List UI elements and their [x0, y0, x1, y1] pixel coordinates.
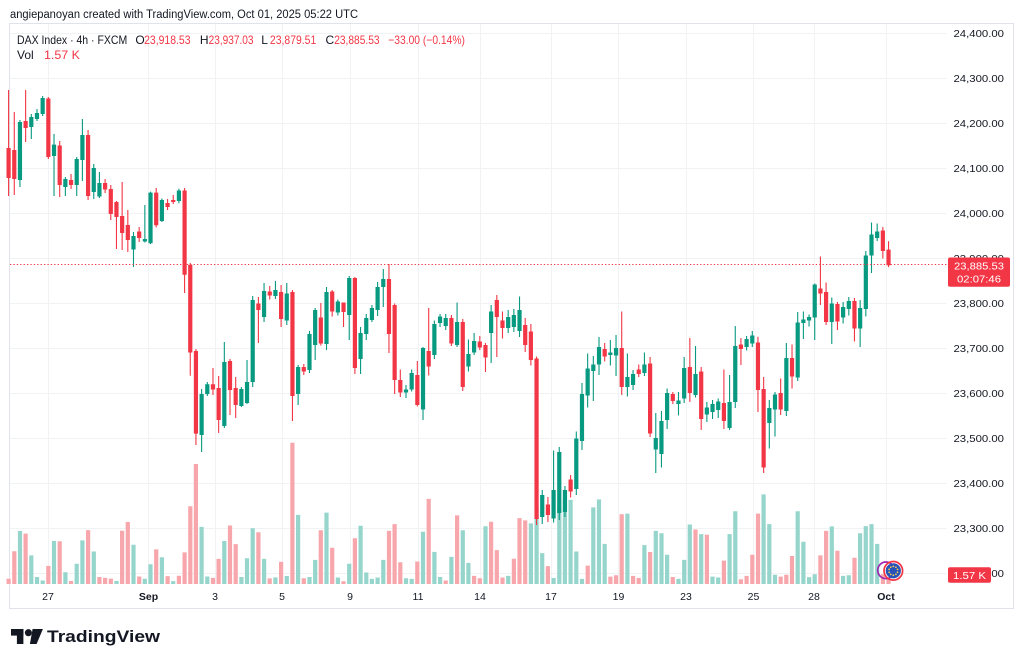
svg-text:9: 9: [347, 591, 353, 603]
svg-text:25: 25: [748, 591, 760, 603]
svg-text:−33.00 (−0.14%): −33.00 (−0.14%): [388, 33, 465, 47]
svg-text:24,200.00: 24,200.00: [954, 118, 1005, 130]
svg-text:23,937.03: 23,937.03: [209, 33, 254, 47]
svg-text:TradingView: TradingView: [47, 628, 160, 646]
svg-text:24,300.00: 24,300.00: [954, 73, 1005, 85]
svg-text:Vol: Vol: [17, 48, 34, 62]
svg-text:28: 28: [808, 591, 820, 603]
svg-text:1.57 K: 1.57 K: [44, 48, 80, 62]
svg-text:angiepanoyan created with Trad: angiepanoyan created with TradingView.co…: [10, 9, 358, 21]
svg-text:23,400.00: 23,400.00: [954, 478, 1005, 490]
svg-text:02:07:46: 02:07:46: [957, 273, 1001, 285]
svg-text:23,885.53: 23,885.53: [334, 33, 380, 47]
svg-text:O: O: [135, 33, 144, 47]
svg-text:27: 27: [42, 591, 54, 603]
svg-text:Oct: Oct: [877, 591, 895, 603]
svg-text:5: 5: [279, 591, 285, 603]
svg-text:11: 11: [413, 591, 424, 603]
svg-text:L: L: [261, 33, 268, 47]
svg-text:23,918.53: 23,918.53: [144, 33, 191, 47]
svg-text:1.57 K: 1.57 K: [953, 570, 986, 582]
svg-text:23,800.00: 23,800.00: [954, 298, 1005, 310]
svg-text:23,885.53: 23,885.53: [954, 260, 1004, 272]
svg-text:23,300.00: 23,300.00: [954, 523, 1005, 535]
svg-text:23,500.00: 23,500.00: [954, 433, 1005, 445]
svg-text:24,100.00: 24,100.00: [954, 163, 1005, 175]
svg-text:23,600.00: 23,600.00: [954, 388, 1005, 400]
svg-text:3: 3: [212, 591, 218, 603]
svg-text:DAX Index · 4h · FXCM: DAX Index · 4h · FXCM: [17, 33, 127, 47]
svg-text:14: 14: [474, 591, 486, 603]
svg-text:C: C: [326, 33, 335, 47]
svg-text:23,879.51: 23,879.51: [270, 33, 317, 47]
svg-text:24,400.00: 24,400.00: [954, 28, 1005, 40]
svg-text:24,000.00: 24,000.00: [954, 208, 1005, 220]
svg-text:23,700.00: 23,700.00: [954, 343, 1005, 355]
svg-text:17: 17: [545, 591, 557, 603]
svg-text:23: 23: [680, 591, 692, 603]
svg-text:19: 19: [613, 591, 625, 603]
svg-text:Sep: Sep: [139, 591, 158, 603]
svg-text:H: H: [200, 33, 209, 47]
